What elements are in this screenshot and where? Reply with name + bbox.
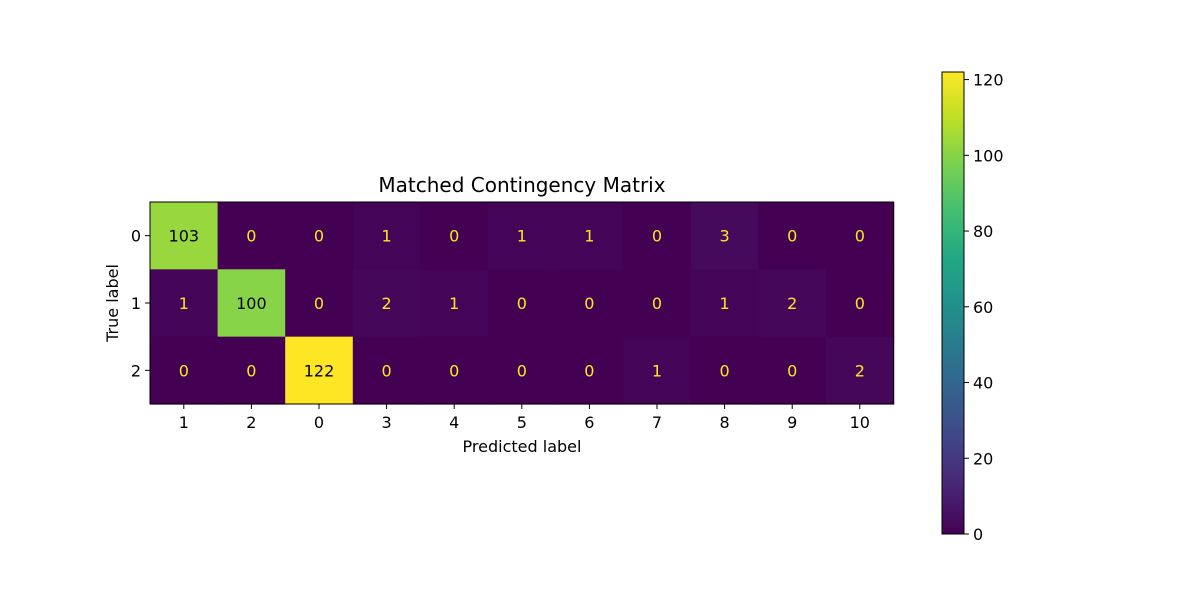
x-tick-label: 0 bbox=[314, 413, 324, 432]
matrix-cell-r2-c4 bbox=[420, 336, 489, 405]
matrix-cell-r2-c2 bbox=[285, 336, 354, 405]
x-tick-label: 7 bbox=[652, 413, 662, 432]
matrix-cell-r0-c5 bbox=[488, 202, 557, 270]
matrix-cell-r2-c9 bbox=[758, 336, 827, 405]
cell-value-label: 0 bbox=[720, 361, 730, 380]
matrix-cell-r2-c7 bbox=[623, 336, 692, 405]
matrix-cell-r0-c8 bbox=[690, 202, 759, 270]
cell-value-label: 0 bbox=[787, 361, 797, 380]
cell-value-label: 0 bbox=[517, 294, 527, 313]
matrix-cell-r0-c3 bbox=[352, 202, 421, 270]
cell-value-label: 2 bbox=[855, 361, 865, 380]
colorbar: 0 20 40 60 80 100 120 bbox=[941, 71, 1004, 544]
x-tick-label: 5 bbox=[517, 413, 527, 432]
cell-value-label: 0 bbox=[652, 227, 662, 246]
cell-value-label: 1 bbox=[179, 294, 189, 313]
matrix-cell-r2-c8 bbox=[690, 336, 759, 405]
matrix-cell-r0-c2 bbox=[285, 202, 354, 270]
matrix-cell-r2-c1 bbox=[217, 336, 286, 405]
matrix-cell-r1-c5 bbox=[488, 269, 557, 338]
x-tick-label: 4 bbox=[449, 413, 459, 432]
colorbar-tick-label: 0 bbox=[973, 525, 983, 544]
colorbar-tick-label: 60 bbox=[973, 298, 993, 317]
cell-value-label: 1 bbox=[382, 227, 392, 246]
cell-value-label: 122 bbox=[304, 361, 335, 380]
colorbar-gradient bbox=[941, 71, 965, 535]
matrix-cell-r0-c4 bbox=[420, 202, 489, 270]
matrix-cell-r1-c9 bbox=[758, 269, 827, 338]
matrix-cell-r2-c6 bbox=[555, 336, 624, 405]
colorbar-tick-label: 40 bbox=[973, 374, 993, 393]
cell-value-label: 3 bbox=[720, 227, 730, 246]
matrix-cell-r0-c0 bbox=[150, 202, 219, 270]
matrix-cell-r1-c0 bbox=[150, 269, 219, 338]
x-tick-label: 8 bbox=[720, 413, 730, 432]
matrix-cell-r1-c1 bbox=[217, 269, 286, 338]
matrix-cell-r2-c3 bbox=[352, 336, 421, 405]
matrix-cell-r1-c3 bbox=[352, 269, 421, 338]
x-tick-label: 1 bbox=[179, 413, 189, 432]
cell-value-label: 0 bbox=[855, 227, 865, 246]
cell-value-label: 0 bbox=[652, 294, 662, 313]
x-axis-label: Predicted label bbox=[463, 437, 582, 456]
matrix-cell-r0-c1 bbox=[217, 202, 286, 270]
cell-value-label: 2 bbox=[787, 294, 797, 313]
cell-value-label: 0 bbox=[449, 227, 459, 246]
x-tick-label: 9 bbox=[787, 413, 797, 432]
cell-value-label: 0 bbox=[584, 361, 594, 380]
matrix-cell-r0-c7 bbox=[623, 202, 692, 270]
matrix-cell-r0-c10 bbox=[826, 202, 895, 270]
matrix-cell-r2-c10 bbox=[826, 336, 895, 405]
cell-value-label: 0 bbox=[314, 227, 324, 246]
cell-value-label: 1 bbox=[720, 294, 730, 313]
matrix-cell-r1-c10 bbox=[826, 269, 895, 338]
matrix-cell-r1-c6 bbox=[555, 269, 624, 338]
matrix-cell-r1-c4 bbox=[420, 269, 489, 338]
colorbar-tick-label: 100 bbox=[973, 146, 1004, 165]
y-tick-label: 2 bbox=[131, 361, 141, 380]
cell-value-label: 0 bbox=[246, 227, 256, 246]
cell-value-label: 0 bbox=[517, 361, 527, 380]
y-axis-label: True label bbox=[103, 264, 122, 343]
chart-title: Matched Contingency Matrix bbox=[378, 173, 665, 197]
matrix-cell-r1-c2 bbox=[285, 269, 354, 338]
cell-value-label: 0 bbox=[314, 294, 324, 313]
matrix-cell-r0-c6 bbox=[555, 202, 624, 270]
cell-value-label: 0 bbox=[584, 294, 594, 313]
y-tick-label: 0 bbox=[131, 227, 141, 246]
matrix-cell-r1-c8 bbox=[690, 269, 759, 338]
x-tick-label: 10 bbox=[850, 413, 870, 432]
cell-value-label: 0 bbox=[382, 361, 392, 380]
cell-value-label: 0 bbox=[449, 361, 459, 380]
cell-value-label: 2 bbox=[382, 294, 392, 313]
cell-value-label: 1 bbox=[584, 227, 594, 246]
x-axis-ticks: 1 2 0 3 4 5 6 7 8 9 10 bbox=[179, 403, 870, 432]
cell-value-label: 0 bbox=[787, 227, 797, 246]
y-tick-label: 1 bbox=[131, 294, 141, 313]
cell-value-label: 0 bbox=[179, 361, 189, 380]
colorbar-tick-label: 20 bbox=[973, 449, 993, 468]
matrix-cell-r0-c9 bbox=[758, 202, 827, 270]
cell-value-label: 1 bbox=[517, 227, 527, 246]
colorbar-tick-label: 120 bbox=[973, 71, 1004, 90]
matrix-cell-r1-c7 bbox=[623, 269, 692, 338]
x-tick-label: 3 bbox=[382, 413, 392, 432]
colorbar-tick-label: 80 bbox=[973, 222, 993, 241]
cell-value-label: 100 bbox=[236, 294, 267, 313]
cell-value-label: 1 bbox=[449, 294, 459, 313]
cell-value-label: 103 bbox=[169, 227, 200, 246]
cell-value-label: 1 bbox=[652, 361, 662, 380]
matrix-cell-r2-c0 bbox=[150, 336, 219, 405]
x-tick-label: 6 bbox=[584, 413, 594, 432]
matrix-cell-r2-c5 bbox=[488, 336, 557, 405]
y-axis-ticks: 0 1 2 bbox=[131, 227, 150, 380]
matrix-cells: 103 0 0 1 0 1 1 0 3 0 01 100 0 2 1 0 0 0 1 2 00 0 122 0 0 0 0 1 0 0 2 bbox=[149, 201, 895, 405]
x-tick-label: 2 bbox=[246, 413, 256, 432]
cell-value-label: 0 bbox=[855, 294, 865, 313]
cell-value-label: 0 bbox=[246, 361, 256, 380]
